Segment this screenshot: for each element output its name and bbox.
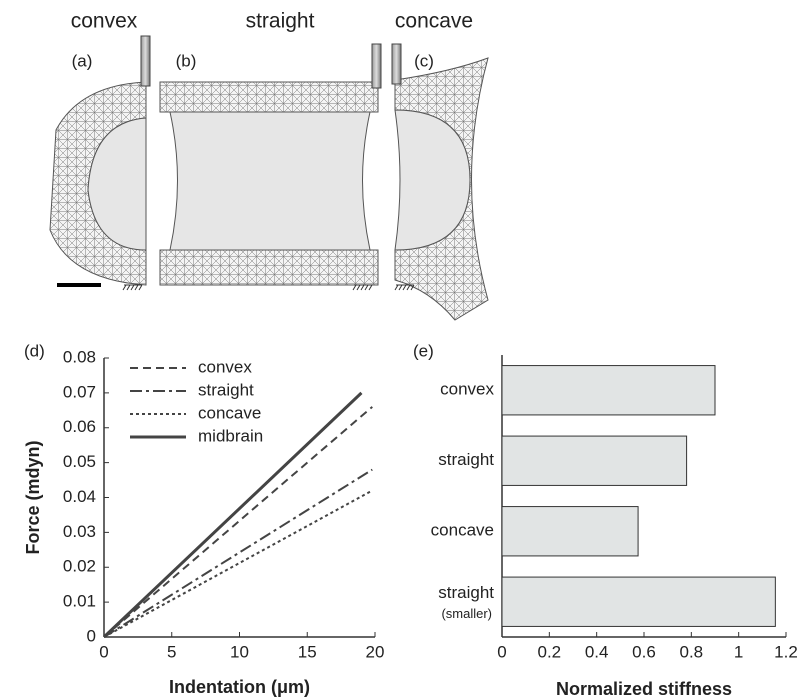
y-tick-label: straight (438, 583, 494, 602)
straight-top (160, 82, 378, 112)
y-tick-label: convex (440, 380, 494, 399)
y-tick-label: straight (438, 450, 494, 469)
straight-core (170, 112, 370, 250)
legend-label: convex (198, 357, 252, 376)
bar (502, 366, 715, 415)
y-tick-label: 0.02 (63, 557, 96, 576)
bar (502, 577, 775, 626)
panel-label: (a) (72, 51, 93, 70)
indenter (372, 44, 381, 88)
y-tick-label: 0.07 (63, 382, 96, 401)
x-tick-label: 5 (167, 642, 176, 661)
panel-title: concave (395, 10, 473, 33)
series-line (104, 470, 372, 637)
y-tick-label: 0 (87, 626, 96, 645)
category-note: (smaller) (441, 606, 492, 621)
indenter (141, 36, 150, 86)
x-tick-label: 10 (230, 642, 249, 661)
fixed-support (123, 285, 414, 290)
x-tick-label: 0 (497, 642, 506, 661)
legend-label: midbrain (198, 426, 263, 445)
x-axis-label: Indentation (μm) (169, 677, 310, 697)
straight-bottom (160, 250, 378, 285)
x-tick-label: 1.2 (774, 642, 798, 661)
panel-title: convex (71, 10, 138, 33)
y-tick-label: 0.04 (63, 487, 96, 506)
x-tick-label: 0 (99, 642, 108, 661)
x-axis-label: Normalized stiffness (556, 679, 732, 699)
x-tick-label: 20 (366, 642, 385, 661)
indenter (392, 44, 401, 84)
figure: convex straight concave (a) (b) (c) (d) 0… (0, 0, 803, 700)
panel-label: (e) (413, 341, 434, 360)
panel-label: (d) (24, 341, 45, 360)
x-tick-label: 0.2 (538, 642, 562, 661)
x-tick-label: 1 (734, 642, 743, 661)
bar (502, 507, 638, 556)
x-tick-label: 15 (298, 642, 317, 661)
x-tick-label: 0.4 (585, 642, 609, 661)
y-tick-label: 0.08 (63, 347, 96, 366)
panel-label: (c) (414, 51, 434, 70)
y-tick-label: 0.05 (63, 452, 96, 471)
panel-title: straight (246, 10, 315, 33)
y-tick-label: 0.01 (63, 592, 96, 611)
bar (502, 436, 687, 485)
mesh-panels: convex straight concave (a) (b) (c) (50, 10, 488, 320)
panel-label: (b) (176, 51, 197, 70)
series-line (104, 491, 372, 637)
y-tick-label: 0.03 (63, 522, 96, 541)
legend-label: straight (198, 380, 254, 399)
x-tick-label: 0.6 (632, 642, 656, 661)
x-tick-label: 0.8 (680, 642, 704, 661)
legend-label: concave (198, 403, 261, 422)
y-tick-label: 0.06 (63, 417, 96, 436)
y-tick-label: concave (431, 521, 494, 540)
y-axis-label: Force (mdyn) (23, 440, 43, 554)
